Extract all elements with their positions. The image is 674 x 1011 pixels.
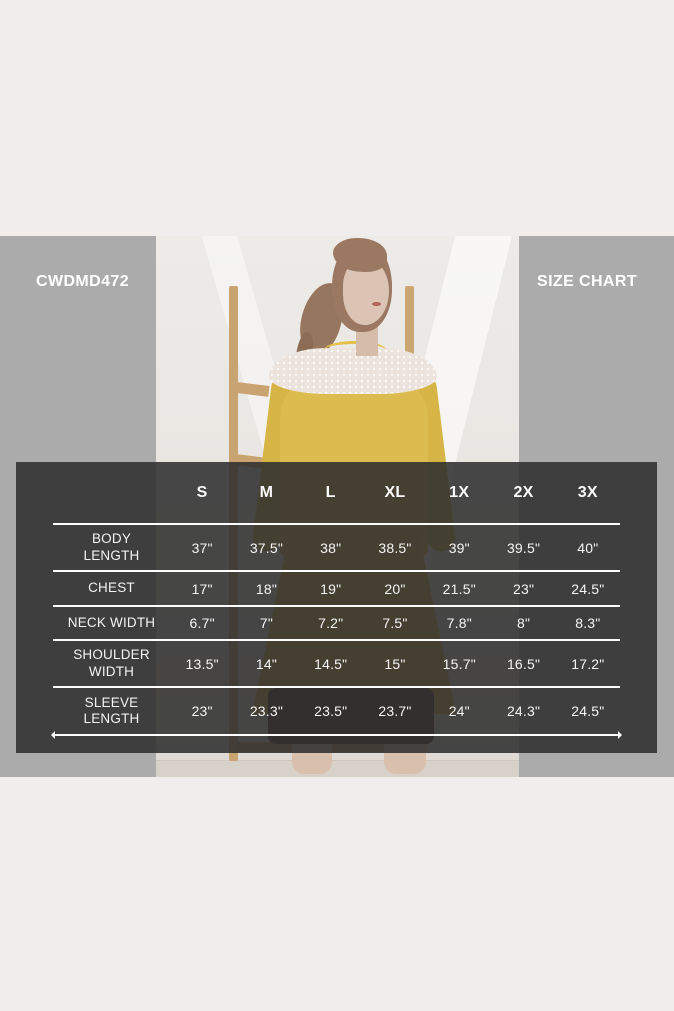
model-hair-front — [333, 238, 387, 272]
cell-value: 23" — [512, 580, 535, 597]
row-label: CHEST — [88, 580, 135, 596]
photo-band: CWDMD472 SIZE CHART S M L XL 1X 2X 3X BO… — [0, 236, 674, 777]
row-label: BODY LENGTH — [83, 531, 140, 563]
column-header-l: L — [325, 483, 336, 501]
column-header-xl: XL — [384, 483, 406, 501]
cell-value: 38" — [320, 539, 342, 556]
dress-neck-trim — [324, 341, 386, 359]
cell-value: 13.5" — [185, 655, 219, 672]
cell-value: 24.3" — [506, 703, 541, 719]
cell-value: 23.7" — [378, 703, 412, 719]
cell-value: 7.2" — [318, 615, 344, 631]
cell-value: 21.5" — [442, 580, 476, 597]
column-header-s: S — [196, 483, 208, 501]
table-row-body-length: BODY LENGTH 37" 37.5" 38" 38.5" 39" 39.5… — [53, 523, 620, 570]
cell-value: 17" — [191, 580, 213, 597]
cell-value: 15" — [384, 655, 406, 672]
column-header-3x: 3X — [577, 483, 598, 501]
cell-value: 7.8" — [446, 615, 472, 631]
row-label: SHOULDER WIDTH — [73, 647, 150, 679]
cell-value: 19" — [320, 580, 342, 597]
cell-value: 39.5" — [506, 539, 541, 556]
cell-value: 14" — [255, 655, 277, 672]
cell-value: 16.5" — [506, 655, 541, 672]
size-table: S M L XL 1X 2X 3X BODY LENGTH 37" 37.5" … — [51, 462, 622, 739]
column-header-m: M — [259, 483, 274, 501]
table-row-chest: CHEST 17" 18" 19" 20" 21.5" 23" 24.5" — [53, 570, 620, 605]
size-table-header-row: S M L XL 1X 2X 3X — [53, 462, 620, 523]
column-header-2x: 2X — [513, 483, 534, 501]
cell-value: 40" — [577, 539, 599, 556]
product-code: CWDMD472 — [36, 273, 129, 290]
cell-value: 15.7" — [442, 655, 476, 672]
column-header-1x: 1X — [449, 483, 470, 501]
cell-value: 39" — [448, 539, 470, 556]
table-row-neck-width: NECK WIDTH 6.7" 7" 7.2" 7.5" 7.8" 8" 8.3… — [53, 605, 620, 639]
size-table-panel: S M L XL 1X 2X 3X BODY LENGTH 37" 37.5" … — [16, 462, 657, 753]
cell-value: 6.7" — [189, 615, 215, 631]
table-bottom-line — [51, 731, 622, 739]
row-label: NECK WIDTH — [67, 614, 156, 630]
cell-value: 23" — [191, 703, 213, 719]
cell-value: 7.5" — [382, 615, 408, 631]
cell-value: 24.5" — [571, 703, 605, 719]
photo-floor — [156, 760, 519, 777]
cell-value: 17.2" — [571, 655, 605, 672]
cell-value: 23.3" — [249, 703, 284, 719]
cell-value: 20" — [384, 580, 406, 597]
table-row-shoulder-width: SHOULDER WIDTH 13.5" 14" 14.5" 15" 15.7"… — [53, 639, 620, 686]
cell-value: 23.5" — [314, 703, 348, 719]
cell-value: 38.5" — [378, 539, 412, 556]
cell-value: 37" — [191, 539, 213, 556]
cell-value: 24" — [448, 703, 470, 719]
cell-value: 37.5" — [249, 539, 284, 556]
table-row-sleeve-length: SLEEVE LENGTH 23" 23.3" 23.5" 23.7" 24" … — [53, 686, 620, 734]
model-lips — [372, 302, 381, 306]
page-title: SIZE CHART — [537, 273, 637, 290]
cell-value: 14.5" — [314, 655, 348, 672]
cell-value: 18" — [255, 580, 277, 597]
row-label: SLEEVE LENGTH — [83, 694, 140, 726]
cell-value: 8.3" — [575, 615, 601, 631]
cell-value: 7" — [259, 615, 273, 631]
cell-value: 24.5" — [571, 580, 605, 597]
cell-value: 8" — [516, 615, 531, 631]
